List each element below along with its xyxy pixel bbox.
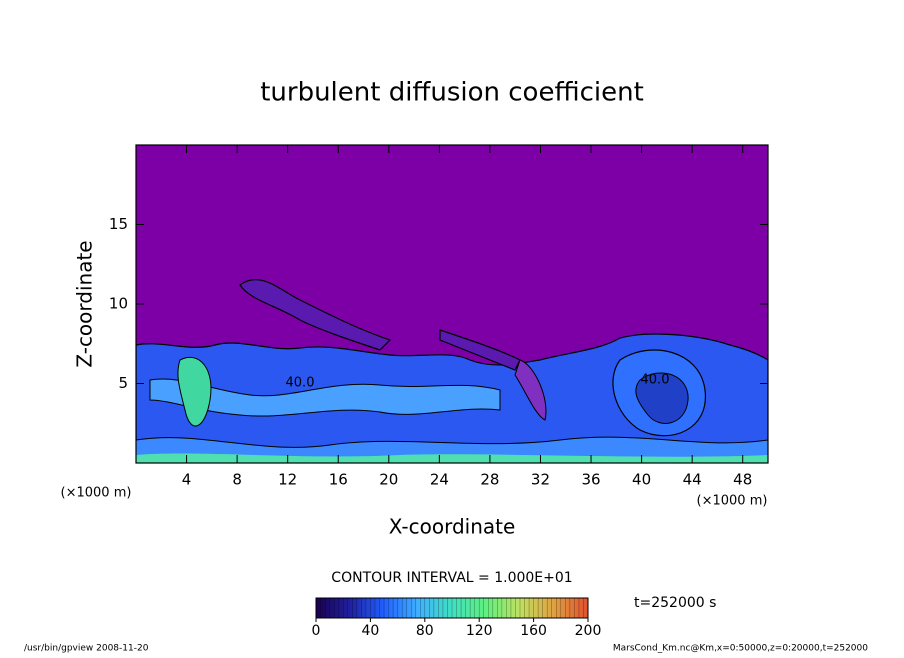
x-tick-label: 44 bbox=[683, 471, 702, 489]
colorbar-tick-label: 80 bbox=[416, 623, 434, 639]
x-tick-label: 32 bbox=[531, 471, 550, 489]
colorbar-tick-label: 160 bbox=[520, 623, 547, 639]
footer-right: MarsCond_Km.nc@Km,x=0:50000,z=0:20000,t=… bbox=[613, 644, 868, 654]
x-tick-label: 4 bbox=[182, 471, 192, 489]
contour-interval: CONTOUR INTERVAL = 1.000E+01 bbox=[331, 570, 572, 586]
plume bbox=[439, 329, 521, 371]
y-tick-label: 10 bbox=[109, 295, 128, 313]
contour-label: 40.0 bbox=[641, 373, 670, 388]
surface-layer bbox=[136, 453, 768, 463]
x-tick-label: 36 bbox=[581, 471, 600, 489]
y-axis-label: Z-coordinate bbox=[73, 240, 97, 367]
x-axis-label: X-coordinate bbox=[389, 515, 516, 539]
vortex-core bbox=[635, 372, 689, 424]
x-tick-label: 28 bbox=[480, 471, 499, 489]
chart-title: turbulent diffusion coefficient bbox=[260, 78, 644, 108]
contour-field bbox=[136, 145, 768, 463]
y-tick-label: 5 bbox=[118, 374, 128, 392]
x-tick-label: 48 bbox=[733, 471, 752, 489]
contour-label: 40.0 bbox=[286, 376, 315, 391]
colorbar-tick-label: 40 bbox=[361, 623, 379, 639]
colorbar-tick-label: 200 bbox=[575, 623, 602, 639]
footer-left: /usr/bin/gpview 2008-11-20 bbox=[24, 644, 149, 654]
y-unit: (×1000 m) bbox=[61, 486, 132, 501]
plume bbox=[514, 359, 547, 421]
green-core bbox=[177, 357, 212, 427]
colorbar-tick-label: 0 bbox=[312, 623, 321, 639]
time-label: t=252000 s bbox=[634, 595, 716, 611]
colorbar-tick-label: 120 bbox=[466, 623, 493, 639]
x-tick-label: 20 bbox=[379, 471, 398, 489]
x-tick-label: 40 bbox=[632, 471, 651, 489]
cyan-band bbox=[149, 378, 501, 417]
x-tick-label: 16 bbox=[329, 471, 348, 489]
x-tick-label: 12 bbox=[278, 471, 297, 489]
plume bbox=[239, 279, 392, 351]
x-tick-label: 24 bbox=[430, 471, 449, 489]
x-unit: (×1000 m) bbox=[697, 494, 768, 509]
y-tick-label: 15 bbox=[109, 215, 128, 233]
x-tick-label: 8 bbox=[232, 471, 242, 489]
